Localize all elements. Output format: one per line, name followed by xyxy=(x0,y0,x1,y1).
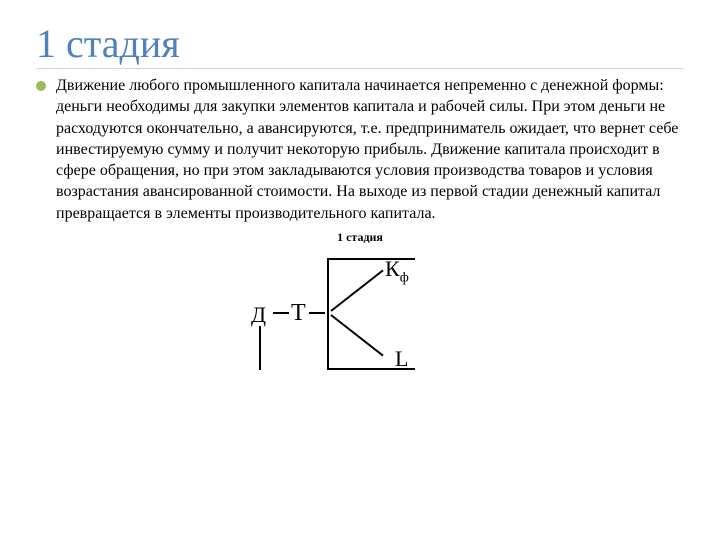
node-K-sub: ф xyxy=(400,270,409,285)
d-vertical-tick xyxy=(259,326,261,370)
body-row: Движение любого промышленного капитала н… xyxy=(36,75,684,224)
diagram-caption: 1 стадия xyxy=(245,230,475,245)
dash-D-T xyxy=(273,312,289,314)
node-T: Т xyxy=(291,300,306,327)
diagram-container: 1 стадия Д Т Кф L xyxy=(36,230,684,385)
diagram: 1 стадия Д Т Кф L xyxy=(245,230,475,385)
bullet-icon xyxy=(36,81,46,91)
slide: 1 стадия Движение любого промышленного к… xyxy=(0,0,720,540)
node-L: L xyxy=(395,348,408,370)
dash-T-bracket xyxy=(309,312,325,314)
node-K: Кф xyxy=(385,258,409,285)
body-text: Движение любого промышленного капитала н… xyxy=(56,75,684,224)
node-K-main: К xyxy=(385,256,400,281)
node-D: Д xyxy=(251,302,266,328)
slide-title: 1 стадия xyxy=(36,22,684,69)
